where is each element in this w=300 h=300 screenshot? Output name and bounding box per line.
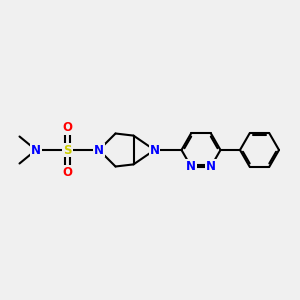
Text: N: N (94, 143, 104, 157)
Text: O: O (62, 121, 73, 134)
Text: O: O (62, 166, 73, 179)
Text: N: N (149, 143, 160, 157)
Text: N: N (206, 160, 216, 173)
Text: N: N (31, 143, 41, 157)
Text: S: S (63, 143, 72, 157)
Text: N: N (186, 160, 196, 173)
